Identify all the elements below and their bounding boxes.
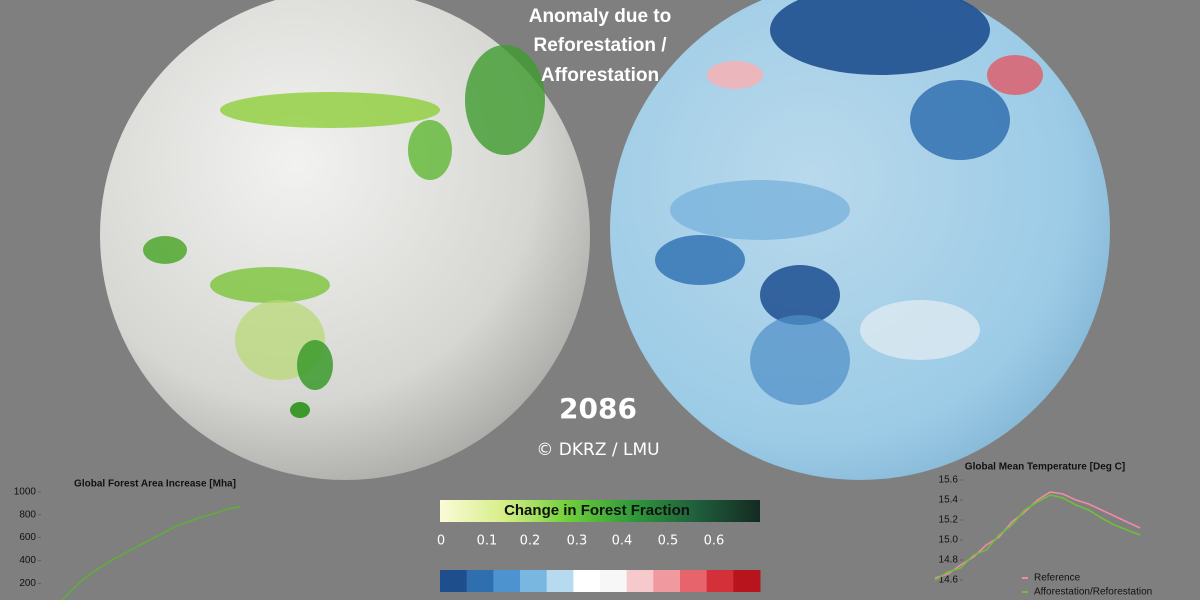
colorbar-cell — [520, 570, 548, 592]
colorbar-cell — [546, 570, 574, 592]
colorbar — [440, 500, 760, 522]
title-line: Afforestation — [541, 65, 659, 86]
colorbar-cell — [653, 570, 681, 592]
colorbar-cell — [493, 570, 521, 592]
chart-title: Global Forest Area Increase [Mha] — [74, 479, 236, 490]
colorbar-cell — [440, 570, 468, 592]
y-tick-label: 1000 — [14, 487, 37, 498]
colorbar-tick-label: 0.2 — [520, 534, 541, 549]
colorbar-tick-label: 0.4 — [612, 534, 633, 549]
y-tick-label: 600 — [19, 532, 36, 543]
colorbar-tick-label: 0.3 — [567, 534, 588, 549]
left-globe — [100, 0, 590, 480]
y-tick-label: 15.4 — [939, 495, 959, 506]
colorbar-cell — [466, 570, 494, 592]
y-tick-label: 15.0 — [939, 535, 959, 546]
legend-label: Reference — [1034, 573, 1081, 584]
colorbar-cell — [733, 570, 761, 592]
colorbar-tick-label: 0.6 — [704, 534, 725, 549]
legend-label: Afforestation/Reforestation — [1034, 587, 1152, 598]
colorbar-tick-label: 0.5 — [658, 534, 679, 549]
anomaly-colorbar — [440, 570, 761, 592]
y-tick-label: 200 — [19, 578, 36, 589]
y-tick-label: 14.8 — [939, 555, 959, 566]
y-tick-label: 15.2 — [939, 515, 959, 526]
data-line — [61, 506, 241, 600]
colorbar-label: Change in Forest Fraction — [504, 502, 690, 519]
y-tick-label: 14.6 — [939, 575, 959, 586]
chart-title: Global Mean Temperature [Deg C] — [965, 462, 1125, 473]
title-line: Reforestation / — [533, 35, 667, 56]
y-tick-label: 800 — [19, 509, 36, 520]
data-line — [934, 491, 1141, 579]
colorbar-tick-label: 0 — [437, 534, 445, 549]
colorbar-tick-label: 0.1 — [477, 534, 498, 549]
y-tick-label: 15.6 — [939, 475, 959, 486]
colorbar-cell — [626, 570, 654, 592]
colorbar-cell — [680, 570, 708, 592]
title-line: Anomaly due to — [529, 6, 672, 27]
credit: © DKRZ / LMU — [536, 440, 659, 460]
y-tick-label: 400 — [19, 555, 36, 566]
right-globe — [610, 0, 1110, 480]
year: 2086 — [559, 392, 637, 425]
data-line — [934, 494, 1141, 581]
forest-colorbar: Change in Forest Fraction — [440, 500, 760, 522]
colorbar-cell — [706, 570, 734, 592]
colorbar-cell — [600, 570, 628, 592]
colorbar-cell — [573, 570, 601, 592]
